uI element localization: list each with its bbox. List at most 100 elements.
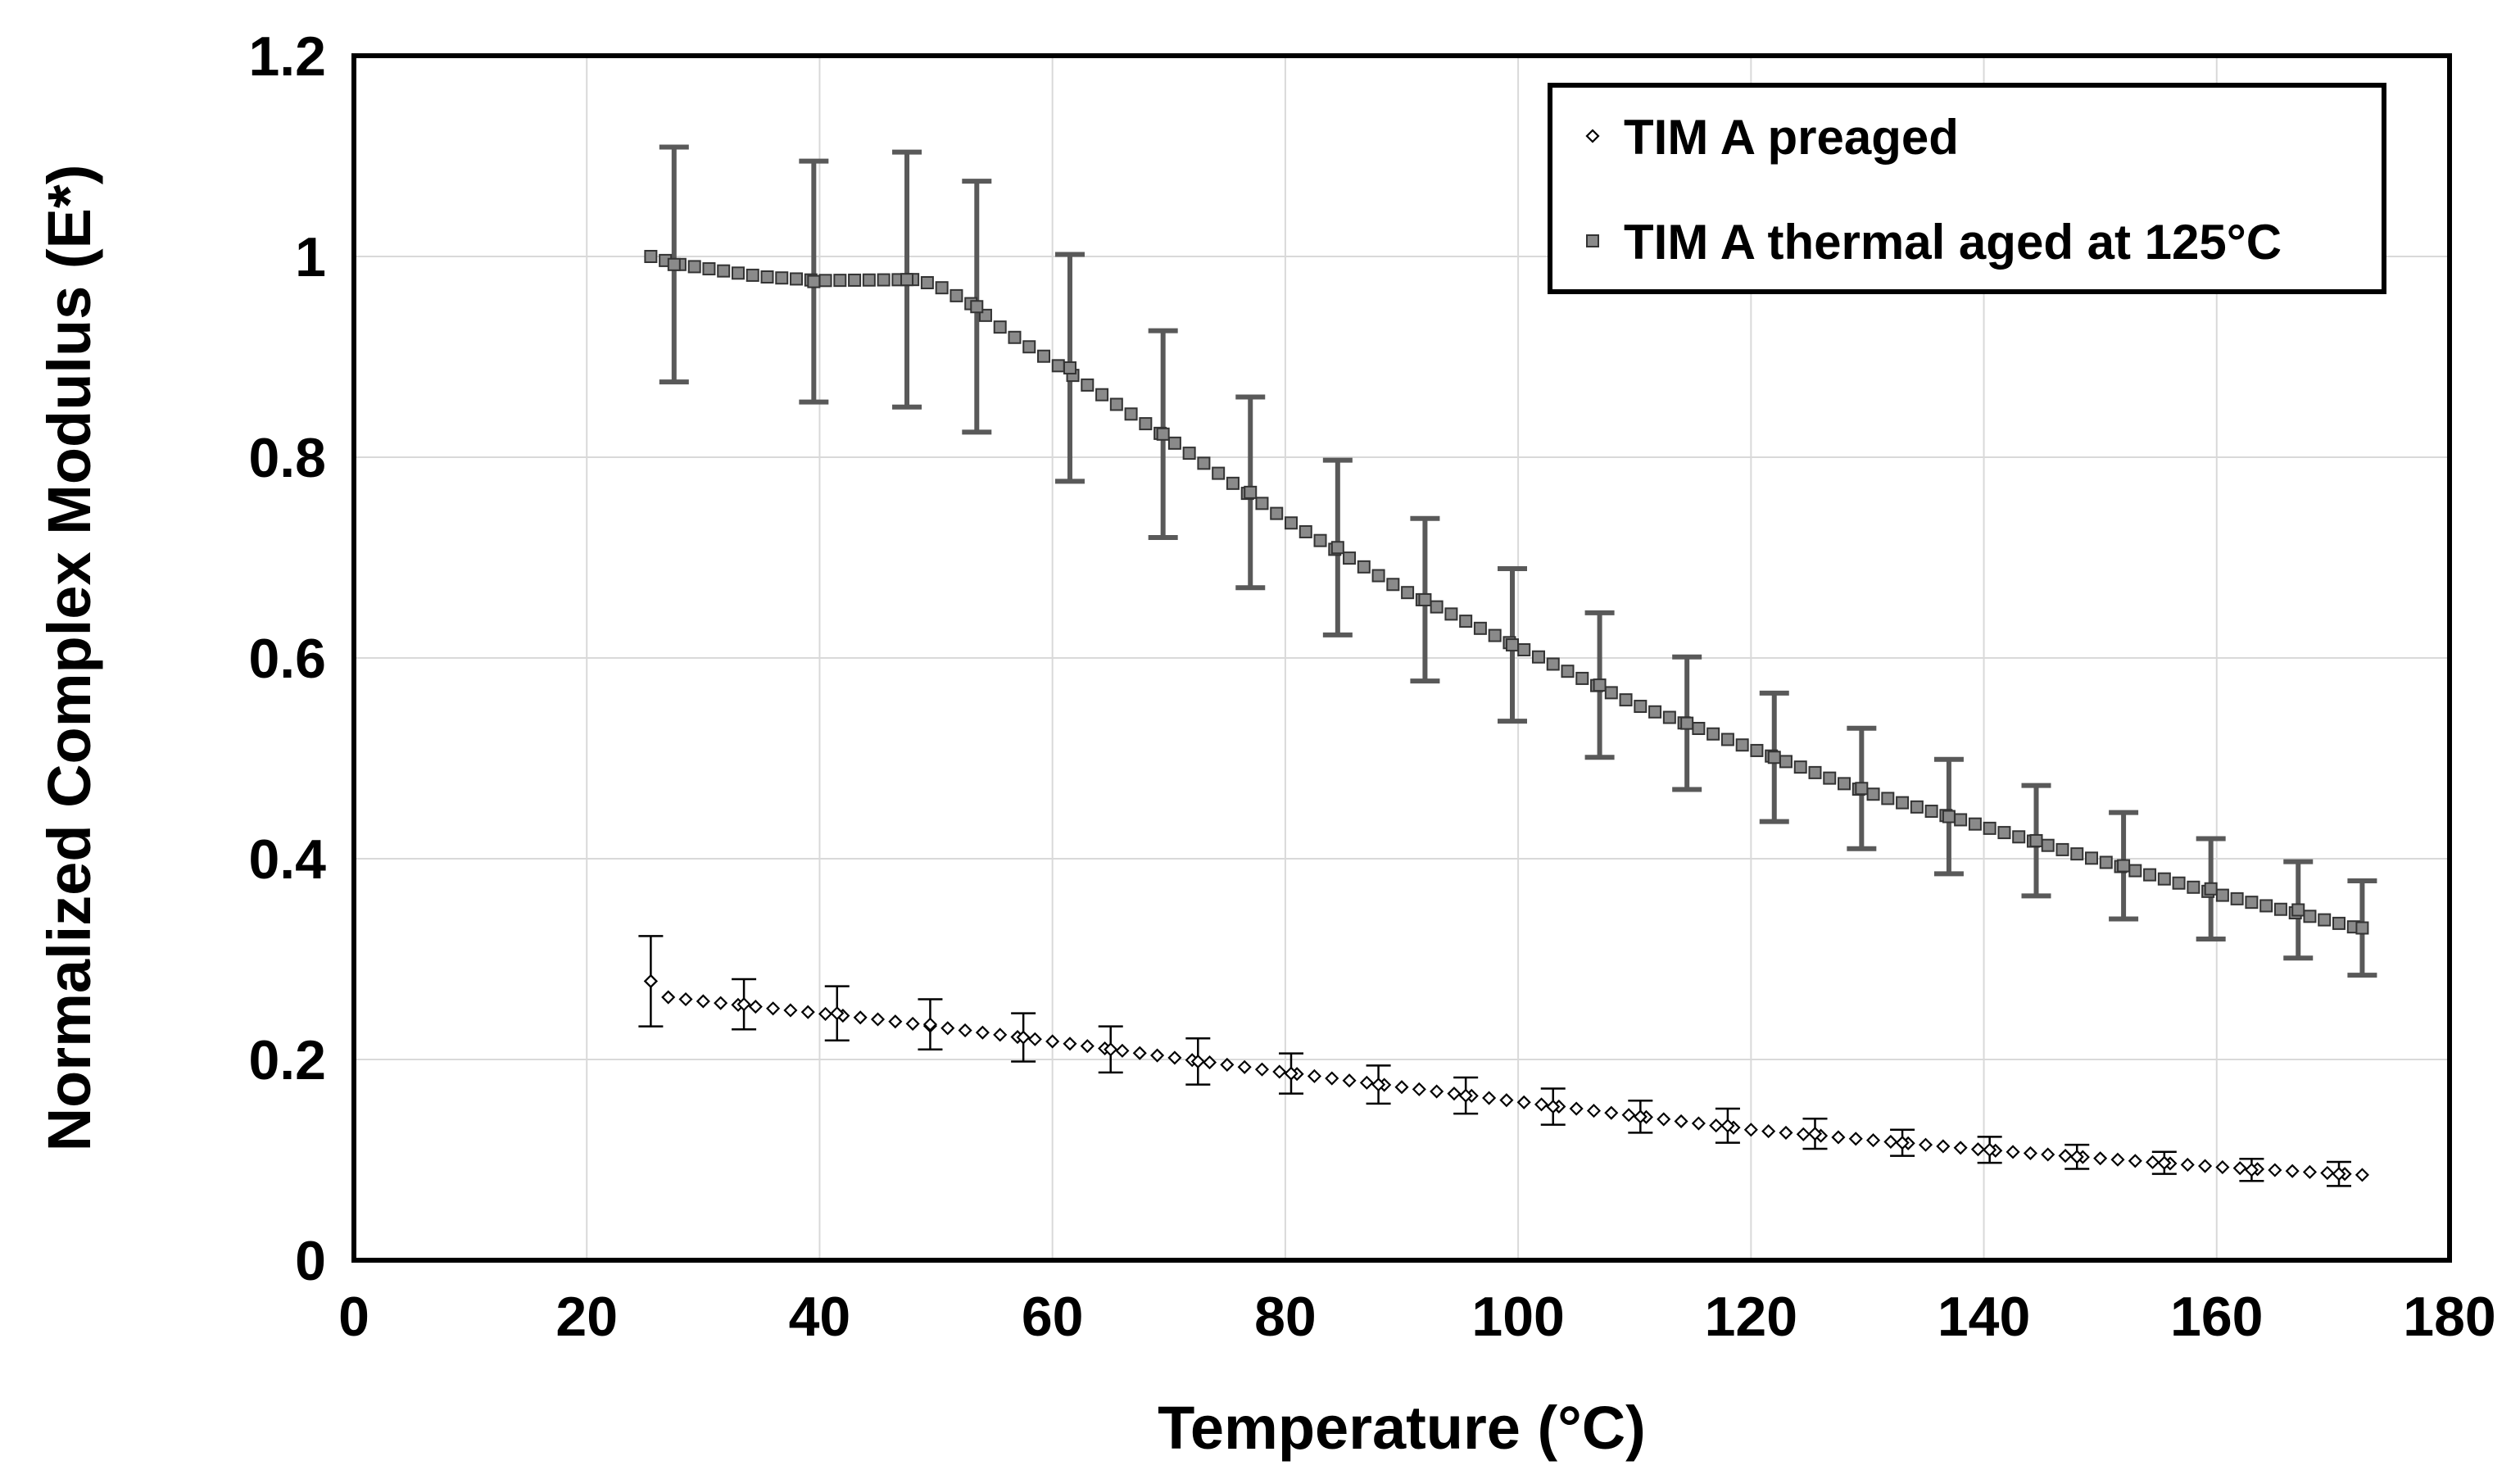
data-point-preaged [1499, 1093, 1514, 1108]
data-point-preaged [2023, 1146, 2037, 1160]
data-point-thermal-aged [920, 276, 934, 290]
data-point-preaged [1831, 1130, 1846, 1145]
data-point-thermal-aged [1444, 607, 1458, 621]
data-point-preaged [2128, 1154, 2142, 1168]
data-point-thermal-aged [950, 288, 963, 302]
data-point-thermal-aged [1997, 826, 2011, 840]
data-point-thermal-aged [2303, 910, 2317, 923]
data-point-preaged [853, 1010, 868, 1025]
data-point-thermal-aged [2070, 847, 2084, 861]
data-point-thermal-aged [687, 260, 701, 274]
data-point-preaged [2058, 1148, 2073, 1164]
data-markers [643, 250, 2369, 1182]
data-point-thermal-aged [667, 257, 681, 271]
data-point-preaged [678, 991, 693, 1007]
data-point-preaged [1132, 1046, 1147, 1060]
data-point-preaged [2332, 1167, 2346, 1182]
x-tick-label: 80 [1254, 1286, 1317, 1348]
data-point-thermal-aged [807, 274, 821, 288]
data-point-preaged [1983, 1142, 1997, 1157]
data-point-thermal-aged [2012, 830, 2026, 844]
data-point-preaged [1546, 1100, 1561, 1114]
x-tick-label: 0 [338, 1286, 369, 1348]
data-point-thermal-aged [2029, 833, 2043, 847]
data-point-thermal-aged [1167, 436, 1181, 450]
x-tick-labels: 0 20 40 60 80 100 120 140 160 180 [338, 1286, 2496, 1348]
data-point-thermal-aged [970, 300, 984, 314]
y-tick-label: 0.4 [248, 828, 326, 891]
x-tick-label: 160 [2170, 1286, 2263, 1348]
data-point-preaged [2198, 1159, 2213, 1173]
data-point-preaged [1865, 1133, 1881, 1148]
legend-label-preaged: TIM A preaged [1624, 110, 1959, 165]
data-point-thermal-aged [1506, 638, 1520, 652]
legend-diamond-icon [1585, 129, 1600, 143]
data-point-thermal-aged [1371, 569, 1385, 583]
data-point-preaged [1045, 1034, 1060, 1049]
data-point-thermal-aged [2143, 868, 2157, 882]
data-point-preaged [2146, 1155, 2160, 1169]
data-point-preaged [2006, 1145, 2020, 1159]
data-point-thermal-aged [1735, 738, 1749, 752]
legend-marker-thermal-aged [1586, 234, 1599, 247]
data-point-preaged [1883, 1134, 1898, 1150]
data-point-thermal-aged [1357, 560, 1371, 574]
data-point-thermal-aged [1459, 615, 1473, 628]
legend-label-thermal-aged: TIM A thermal aged at 125°C [1624, 215, 2282, 270]
data-point-preaged [1104, 1042, 1118, 1057]
data-point-thermal-aged [1604, 686, 1618, 700]
data-point-preaged [1016, 1030, 1031, 1045]
data-point-thermal-aged [1022, 340, 1036, 354]
data-point-thermal-aged [993, 320, 1007, 334]
data-point-thermal-aged [731, 266, 745, 280]
data-point-thermal-aged [877, 273, 891, 287]
data-point-preaged [1167, 1050, 1182, 1065]
data-point-thermal-aged [2259, 899, 2273, 913]
data-point-preaged [1430, 1084, 1444, 1099]
data-point-thermal-aged [2318, 913, 2332, 927]
data-point-preaged [2041, 1147, 2055, 1162]
data-point-preaged [1220, 1057, 1235, 1072]
data-point-thermal-aged [702, 262, 716, 276]
data-point-preaged [1359, 1075, 1374, 1090]
data-point-thermal-aged [746, 268, 759, 282]
data-point-preaged [1202, 1055, 1217, 1070]
data-point-preaged [766, 1001, 781, 1016]
data-point-preaged [1080, 1039, 1095, 1054]
data-point-thermal-aged [2204, 882, 2218, 896]
data-point-thermal-aged [2273, 902, 2287, 916]
data-point-thermal-aged [2355, 921, 2369, 935]
data-point-preaged [1190, 1054, 1205, 1069]
data-point-thermal-aged [1473, 621, 1487, 635]
data-point-preaged [1604, 1105, 1619, 1120]
data-point-thermal-aged [1619, 693, 1633, 707]
data-point-preaged [643, 973, 658, 989]
data-point-thermal-aged [1386, 578, 1400, 592]
data-point-preaged [1342, 1073, 1357, 1088]
data-point-preaged [1743, 1123, 1758, 1137]
legend-box [1548, 83, 2386, 294]
data-point-thermal-aged [1750, 743, 1764, 757]
data-point-thermal-aged [1517, 643, 1531, 657]
data-point-preaged [2069, 1150, 2084, 1164]
data-point-thermal-aged [2099, 855, 2113, 869]
x-tick-label: 180 [2403, 1286, 2495, 1348]
data-point-thermal-aged [848, 273, 862, 287]
data-point-preaged [1272, 1064, 1287, 1079]
data-point-thermal-aged [1081, 378, 1095, 392]
x-tick-label: 140 [1938, 1286, 2030, 1348]
data-point-preaged [1633, 1109, 1648, 1124]
data-point-thermal-aged [1244, 485, 1258, 499]
data-point-preaged [975, 1025, 990, 1040]
data-point-preaged [1691, 1116, 1706, 1131]
data-point-preaged [888, 1014, 903, 1029]
data-point-thermal-aged [2215, 888, 2229, 902]
data-point-preaged [696, 994, 710, 1009]
data-point-thermal-aged [1546, 657, 1560, 671]
data-point-preaged [1412, 1082, 1426, 1096]
data-point-preaged [1307, 1068, 1321, 1083]
data-point-preaged [748, 1000, 763, 1014]
data-point-preaged [1586, 1104, 1602, 1118]
data-point-thermal-aged [1284, 516, 1298, 530]
data-point-thermal-aged [1156, 427, 1170, 441]
